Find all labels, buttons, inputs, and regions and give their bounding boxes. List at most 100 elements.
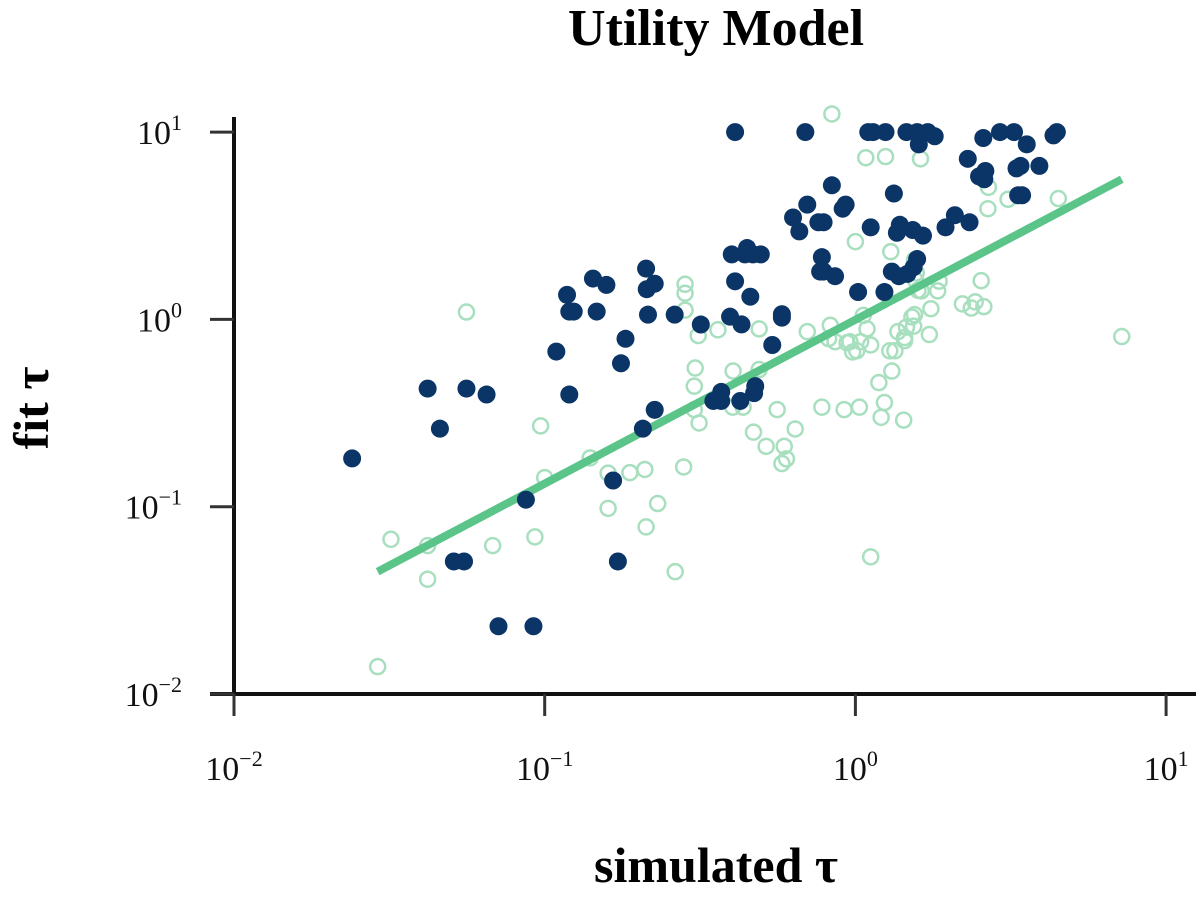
filled-point <box>457 379 476 398</box>
filled-point <box>731 391 750 410</box>
x-tick-label: 10−1 <box>516 746 573 788</box>
open-point <box>368 657 387 676</box>
open-point <box>881 342 899 360</box>
filled-point <box>974 129 993 148</box>
filled-point <box>524 617 543 636</box>
open-point <box>823 105 841 123</box>
filled-point <box>960 213 979 232</box>
open-point <box>972 271 990 290</box>
fit-line <box>375 175 1124 576</box>
filled-point <box>722 245 741 264</box>
filled-point <box>836 195 855 214</box>
open-point <box>457 303 476 321</box>
filled-point <box>875 283 894 302</box>
filled-point <box>909 135 928 154</box>
filled-point <box>691 315 710 334</box>
filled-point <box>908 250 927 269</box>
open-point <box>835 400 853 419</box>
filled-point <box>608 552 627 571</box>
filled-point <box>936 218 955 237</box>
open-point <box>676 275 694 294</box>
open-point <box>846 232 865 251</box>
open-point <box>648 494 667 513</box>
filled-point <box>726 123 745 142</box>
open-point <box>773 454 791 473</box>
filled-point <box>638 305 657 324</box>
filled-point <box>616 329 635 348</box>
open-point <box>666 562 684 581</box>
open-point <box>861 548 880 566</box>
open-point <box>637 518 655 536</box>
open-point <box>928 282 947 300</box>
open-point <box>418 570 437 588</box>
open-point <box>483 536 502 555</box>
filled-point <box>812 248 831 267</box>
filled-point <box>1007 159 1026 178</box>
filled-point <box>560 385 579 404</box>
y-tick-label: 100 <box>137 297 182 339</box>
filled-point <box>945 206 964 225</box>
filled-point <box>741 287 760 306</box>
open-point <box>876 147 895 166</box>
open-point <box>861 336 880 354</box>
open-point <box>894 411 913 429</box>
open-point <box>905 305 924 324</box>
filled-point <box>637 259 656 278</box>
open-point <box>897 318 916 336</box>
filled-point <box>516 490 535 509</box>
filled-point <box>665 305 684 324</box>
filled-point <box>746 377 765 396</box>
filled-point <box>958 149 977 168</box>
filled-point <box>611 354 630 373</box>
open-point <box>870 373 888 392</box>
filled-point <box>1013 186 1032 205</box>
filled-point <box>489 617 508 636</box>
open-point <box>744 423 763 441</box>
filled-point <box>726 272 745 291</box>
filled-point <box>913 226 932 245</box>
open-point <box>1049 189 1068 208</box>
open-point <box>857 148 875 167</box>
chart-title: Utility Model <box>568 0 864 57</box>
open-point <box>798 322 817 341</box>
filled-point <box>343 449 362 468</box>
filled-point <box>477 385 496 404</box>
filled-point <box>925 127 944 146</box>
open-point <box>911 150 930 168</box>
open-point <box>920 325 939 344</box>
open-point <box>875 393 894 412</box>
filled-point <box>430 419 449 438</box>
open-point <box>757 437 775 456</box>
y-axis-label: fit τ <box>3 367 59 450</box>
open-point <box>975 297 993 316</box>
filled-point <box>826 267 845 286</box>
filled-point <box>558 285 577 304</box>
open-point <box>599 499 617 518</box>
open-point <box>531 417 550 435</box>
filled-point <box>712 382 731 401</box>
filled-point <box>784 208 803 227</box>
filled-point <box>849 283 868 302</box>
filled-point <box>790 222 809 241</box>
filled-point <box>772 305 791 324</box>
open-point <box>953 295 972 313</box>
open-point <box>777 450 796 468</box>
open-point <box>966 293 984 311</box>
open-point <box>979 199 997 218</box>
filled-point <box>975 170 994 189</box>
x-tick-label: 100 <box>833 746 878 788</box>
open-point <box>621 463 639 482</box>
y-ticks: 10−2 10−1 100 101 <box>125 110 234 714</box>
open-point <box>724 362 742 380</box>
open-point <box>636 460 654 479</box>
open-point <box>526 528 544 546</box>
filled-point <box>796 123 815 142</box>
open-point <box>674 458 693 476</box>
filled-point <box>859 123 878 142</box>
open-point <box>850 398 869 416</box>
filled-point <box>884 184 903 203</box>
filled-point <box>645 400 664 419</box>
x-tick-label: 10−2 <box>205 746 262 788</box>
open-point <box>685 377 704 395</box>
